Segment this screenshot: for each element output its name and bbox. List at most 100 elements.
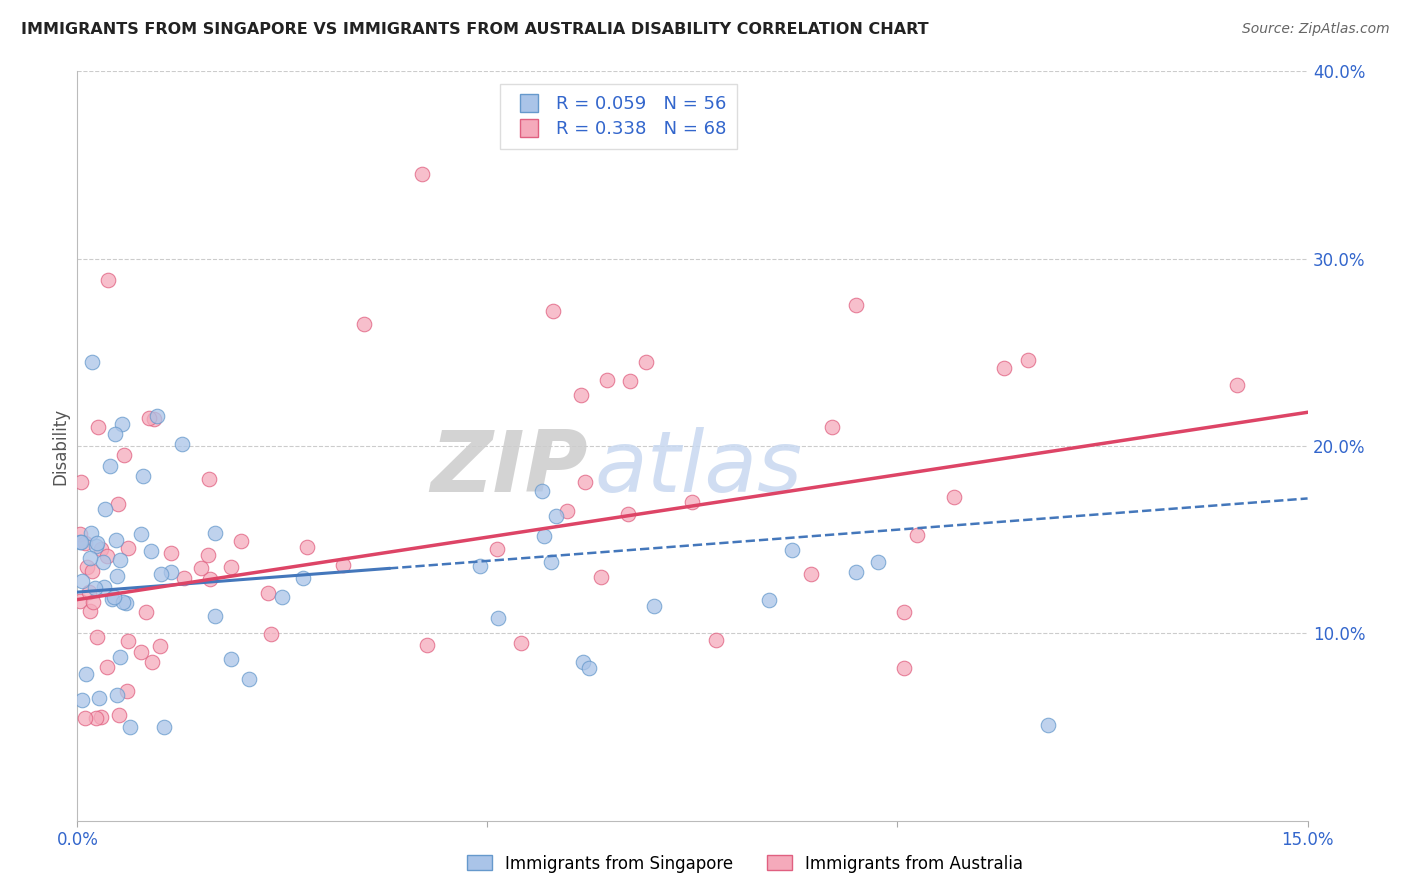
Point: [84, 710, 107, 724]
Point: [256, 586, 278, 600]
Point: [540, 555, 562, 569]
Point: [1036, 718, 1059, 732]
Point: [555, 504, 578, 518]
Point: [271, 590, 294, 604]
Point: [79, 550, 101, 565]
Point: [470, 558, 492, 573]
Point: [87, 691, 110, 706]
Point: [595, 373, 617, 387]
Point: [111, 595, 134, 609]
Point: [589, 569, 612, 583]
Point: [105, 569, 128, 583]
Point: [160, 546, 183, 560]
Point: [90, 710, 112, 724]
Text: IMMIGRANTS FROM SINGAPORE VS IMMIGRANTS FROM AUSTRALIA DISABILITY CORRELATION CH: IMMIGRANTS FROM SINGAPORE VS IMMIGRANTS …: [21, 22, 929, 37]
Point: [198, 572, 221, 586]
Point: [416, 638, 439, 652]
Point: [190, 561, 212, 575]
Point: [86, 536, 108, 550]
Point: [70, 693, 93, 707]
Point: [259, 627, 281, 641]
Point: [131, 468, 153, 483]
Point: [893, 605, 915, 619]
Point: [105, 688, 128, 702]
Point: [111, 417, 134, 431]
Point: [905, 527, 928, 541]
Point: [681, 495, 703, 509]
Text: ZIP: ZIP: [430, 427, 588, 510]
Point: [75, 666, 97, 681]
Point: [800, 566, 823, 581]
Point: [758, 592, 780, 607]
Point: [617, 507, 640, 521]
Point: [115, 683, 138, 698]
Point: [574, 475, 596, 489]
Point: [942, 490, 965, 504]
Point: [117, 634, 139, 648]
Point: [87, 420, 110, 434]
Point: [198, 472, 221, 486]
Point: [70, 475, 93, 489]
Point: [569, 388, 592, 402]
Point: [159, 565, 181, 579]
Point: [634, 355, 657, 369]
Point: [173, 571, 195, 585]
Point: [571, 656, 593, 670]
Point: [79, 604, 101, 618]
Point: [219, 559, 242, 574]
Point: [108, 708, 131, 723]
Point: [118, 720, 141, 734]
Point: [69, 527, 91, 541]
Point: [170, 437, 193, 451]
Point: [486, 610, 509, 624]
Point: [219, 652, 242, 666]
Point: [69, 594, 91, 608]
Point: [107, 497, 129, 511]
Point: [993, 360, 1015, 375]
Point: [131, 645, 153, 659]
Point: [115, 596, 138, 610]
Point: [893, 661, 915, 675]
Point: [112, 448, 135, 462]
Point: [149, 639, 172, 653]
Point: [530, 483, 553, 498]
Point: [704, 633, 727, 648]
Point: [238, 673, 260, 687]
Legend: R = 0.059   N = 56, R = 0.338   N = 68: R = 0.059 N = 56, R = 0.338 N = 68: [501, 84, 737, 149]
Point: [129, 526, 152, 541]
Point: [292, 571, 315, 585]
Point: [79, 585, 101, 599]
Point: [146, 409, 169, 423]
Point: [101, 591, 124, 606]
Text: atlas: atlas: [595, 427, 801, 510]
Point: [485, 541, 508, 556]
Point: [821, 420, 844, 434]
Point: [353, 318, 375, 332]
Point: [141, 655, 163, 669]
Point: [103, 427, 125, 442]
Point: [204, 608, 226, 623]
Point: [578, 661, 600, 675]
Point: [108, 649, 131, 664]
Point: [138, 410, 160, 425]
Point: [510, 635, 533, 649]
Point: [82, 594, 104, 608]
Point: [105, 533, 128, 547]
Point: [150, 567, 173, 582]
Point: [643, 599, 665, 613]
Point: [97, 273, 120, 287]
Point: [845, 566, 868, 580]
Point: [142, 412, 165, 426]
Point: [90, 542, 112, 557]
Point: [94, 502, 117, 516]
Point: [108, 552, 131, 566]
Point: [76, 560, 98, 574]
Point: [93, 555, 115, 569]
Point: [541, 304, 564, 318]
Point: [411, 168, 433, 182]
Point: [93, 580, 115, 594]
Point: [533, 529, 555, 543]
Point: [80, 565, 103, 579]
Point: [75, 710, 97, 724]
Point: [139, 543, 162, 558]
